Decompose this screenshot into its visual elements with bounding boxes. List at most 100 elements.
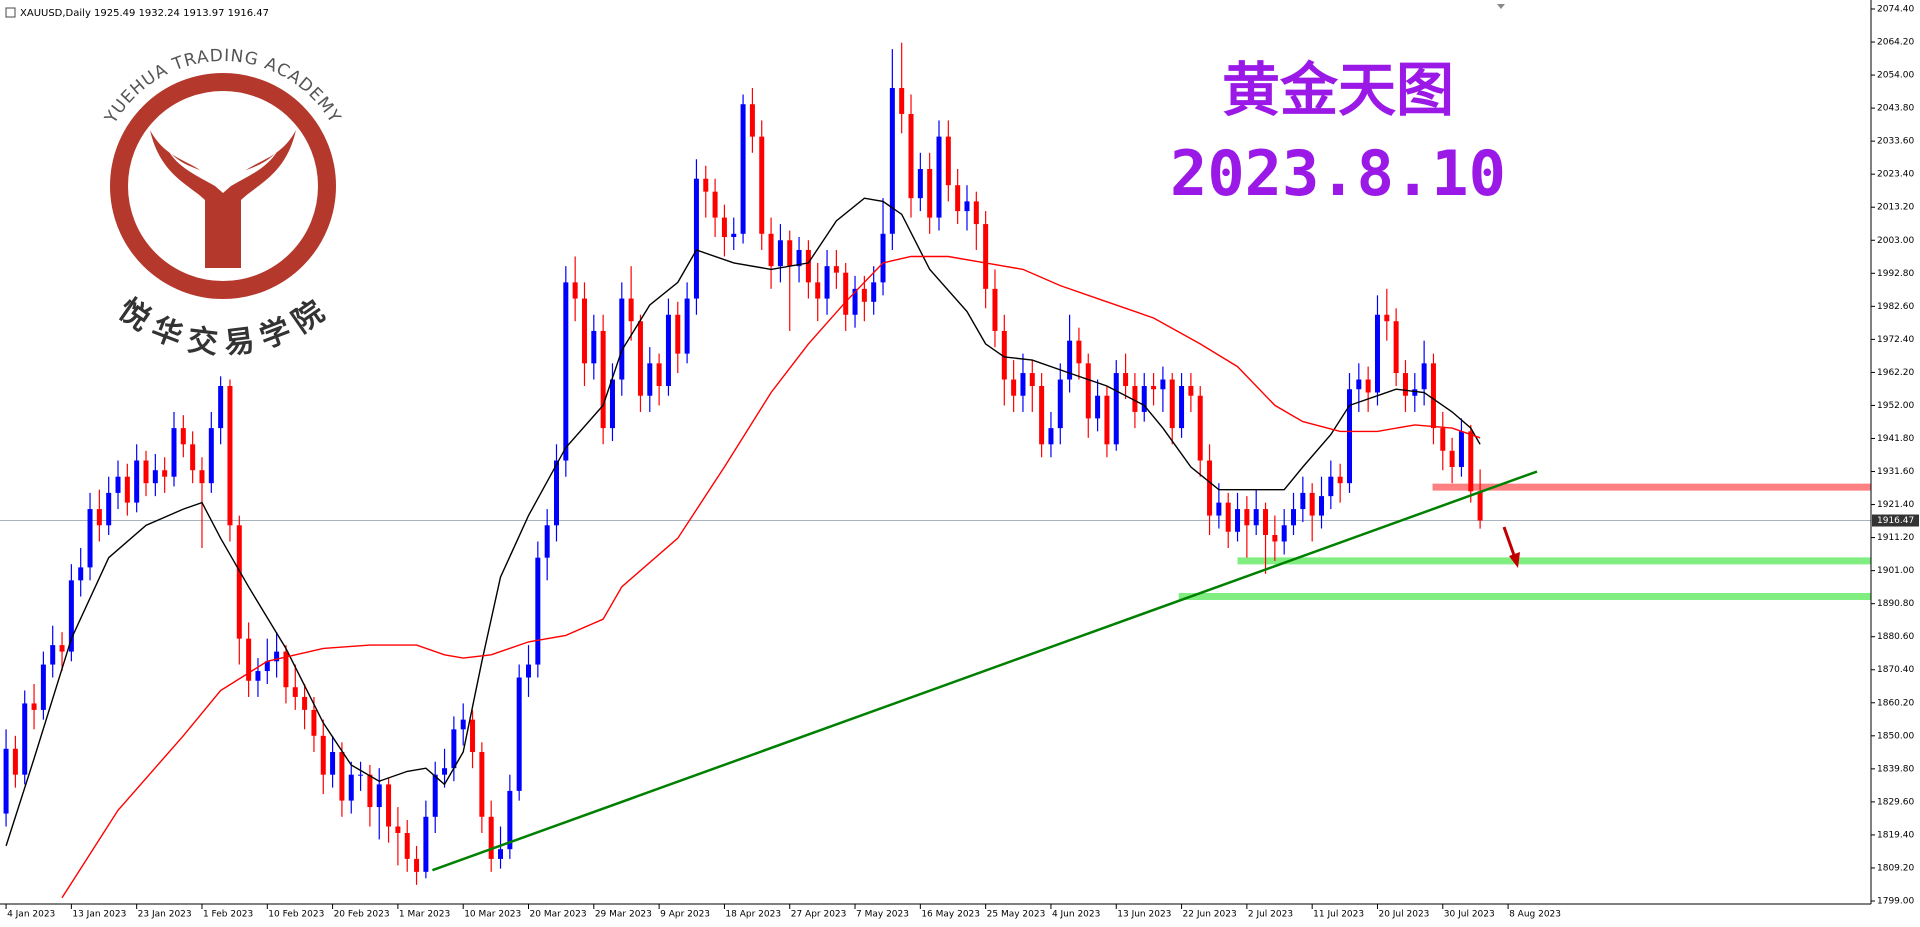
moving-average: [61, 255, 1481, 899]
candle-body: [675, 314, 681, 354]
candle-body: [96, 509, 102, 526]
x-tick-label: 11 Jul 2023: [1313, 910, 1364, 920]
candle-body: [3, 748, 9, 814]
candle-body: [609, 379, 615, 429]
candle-body: [693, 178, 699, 299]
logo-mark: [150, 130, 296, 268]
candle-body: [460, 719, 466, 730]
candle-body: [414, 858, 420, 872]
candle-body: [488, 816, 494, 859]
candle-body: [330, 752, 336, 775]
candle-body: [1048, 428, 1054, 445]
shift-marker: [1497, 4, 1505, 9]
candle-body: [805, 249, 811, 283]
y-tick-label: 1962.20: [1877, 368, 1914, 378]
candle-body: [927, 169, 933, 218]
y-tick-label: 1870.40: [1877, 665, 1914, 675]
candle-body: [124, 476, 130, 503]
candle-body: [1076, 340, 1082, 364]
candle-body: [115, 476, 121, 493]
candle-body: [833, 266, 839, 273]
x-tick-label: 25 May 2023: [987, 910, 1046, 920]
x-tick-label: 7 May 2023: [856, 910, 909, 920]
candle-body: [162, 470, 168, 477]
candle-body: [171, 428, 177, 477]
candle-body: [1328, 476, 1334, 497]
candle-body: [526, 664, 532, 678]
candle-body: [1430, 363, 1436, 429]
candle-body: [190, 444, 196, 471]
candle-body: [498, 849, 504, 859]
x-tick-label: 29 Mar 2023: [595, 910, 652, 920]
candle-body: [917, 169, 923, 199]
candle-body: [1384, 314, 1390, 322]
candle-body: [31, 703, 37, 710]
candle-body: [68, 580, 74, 652]
candle-body: [423, 816, 429, 872]
y-tick-label: 1829.60: [1877, 797, 1914, 807]
candle-body: [1067, 340, 1073, 380]
candle-body: [945, 136, 951, 186]
y-tick-label: 1911.20: [1877, 533, 1914, 543]
candle-body: [1393, 321, 1399, 374]
y-tick-label: 1952.00: [1877, 401, 1914, 411]
candle-body: [1197, 395, 1203, 461]
y-tick-label: 1921.40: [1877, 500, 1914, 510]
x-tick-label: 8 Aug 2023: [1509, 910, 1561, 920]
logo-mark-inner: [168, 150, 278, 193]
y-tick-label: 1890.80: [1877, 599, 1914, 609]
candle-body: [824, 266, 830, 299]
trendline: [431, 470, 1538, 872]
x-tick-label: 1 Feb 2023: [203, 910, 253, 920]
y-tick-label: 1809.20: [1877, 863, 1914, 873]
candle-body: [367, 774, 373, 808]
candle-body: [516, 677, 522, 791]
candle-body: [553, 460, 559, 526]
x-tick-label: 10 Mar 2023: [464, 910, 521, 920]
y-tick-label: 2064.20: [1877, 38, 1914, 48]
candle-body: [348, 774, 354, 801]
candle-body: [908, 113, 914, 199]
candle-body: [87, 509, 93, 568]
candle-body: [852, 288, 858, 315]
candle-body: [432, 774, 438, 817]
candle-body: [749, 104, 755, 137]
candle-body: [1169, 379, 1175, 429]
x-tick-label: 13 Jan 2023: [72, 910, 126, 920]
candle-body: [1113, 373, 1119, 445]
candle-body: [59, 645, 65, 652]
candle-body: [815, 282, 821, 299]
candle-body: [1123, 373, 1129, 387]
candle-body: [1216, 502, 1222, 516]
candle-body: [1151, 386, 1157, 390]
candle-body: [1281, 525, 1287, 542]
y-tick-label: 1941.80: [1877, 434, 1914, 444]
candle-body: [1057, 379, 1063, 429]
y-tick-label: 1850.00: [1877, 731, 1914, 741]
candle-body: [628, 298, 634, 322]
candle-body: [283, 651, 289, 688]
x-tick-label: 18 Apr 2023: [725, 910, 781, 920]
candle-body: [1029, 373, 1035, 387]
candle-body: [264, 661, 270, 672]
candle-body: [889, 88, 895, 234]
plot-area: [0, 42, 1871, 899]
candle-body: [1244, 509, 1250, 526]
x-tick-label: 13 Jun 2023: [1117, 910, 1171, 920]
candle-body: [768, 233, 774, 267]
x-tick-label: 4 Jan 2023: [7, 910, 55, 920]
candle-body: [684, 298, 690, 354]
y-tick-label: 1982.60: [1877, 302, 1914, 312]
y-tick-label: 2074.40: [1877, 5, 1914, 15]
candle-body: [50, 645, 56, 665]
x-tick-label: 27 Apr 2023: [791, 910, 847, 920]
candle-body: [721, 217, 727, 238]
candle-body: [647, 363, 653, 396]
candle-body: [637, 321, 643, 396]
candle-body: [1374, 314, 1380, 393]
candle-body: [470, 719, 476, 753]
candle-body: [152, 470, 158, 484]
x-tick-label: 4 Jun 2023: [1052, 910, 1100, 920]
x-tick-label: 20 Jul 2023: [1378, 910, 1429, 920]
